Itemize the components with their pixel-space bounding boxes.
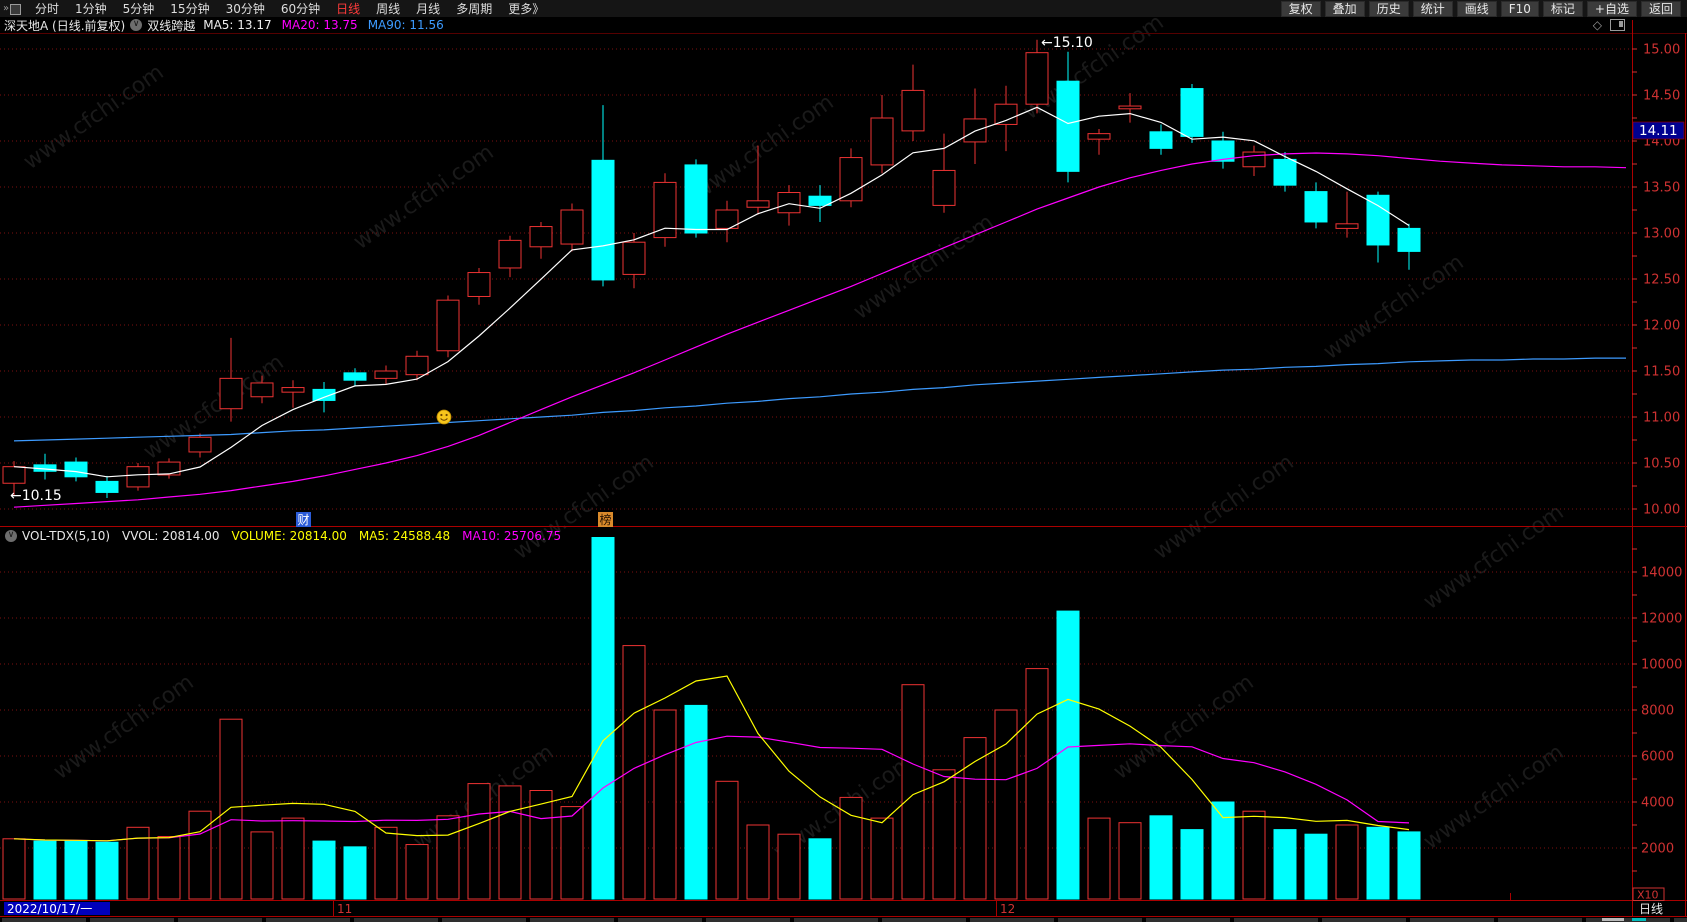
vol-ma10-value: MA10: 25706.75 <box>462 529 562 543</box>
period-menu-item-6[interactable]: 日线 <box>336 2 361 16</box>
tool-button-4[interactable]: 画线 <box>1456 0 1497 17</box>
svg-text:12.50: 12.50 <box>1643 273 1680 288</box>
badge-cai <box>296 512 311 527</box>
period-menu-item-8[interactable]: 月线 <box>416 2 441 16</box>
grid-layer <box>0 48 1632 849</box>
ma20-value: MA20: 13.75 <box>281 18 358 32</box>
svg-text:www.cfchi.com: www.cfchi.com <box>509 450 658 565</box>
toolbar-right: 复权 叠加 历史 统计 画线 F10 标记 +自选 返回 <box>1279 0 1687 17</box>
svg-text:www.cfchi.com: www.cfchi.com <box>1419 500 1568 615</box>
period-menu-item-2[interactable]: 5分钟 <box>122 2 155 16</box>
vol-indicator-name[interactable]: VOL-TDX(5,10) <box>22 529 111 543</box>
indicator-name[interactable]: 双线跨越 <box>147 18 196 33</box>
diamond-icon[interactable]: ◇ <box>1592 18 1602 32</box>
tool-button-2[interactable]: 历史 <box>1368 0 1409 17</box>
volume-bars-layer <box>2 537 1421 900</box>
vvol-value: VVOL: 20814.00 <box>122 529 220 543</box>
pane-borders <box>0 20 1687 917</box>
svg-text:www.cfchi.com: www.cfchi.com <box>1319 250 1468 365</box>
svg-text:2000: 2000 <box>1641 842 1674 857</box>
svg-text:4000: 4000 <box>1641 796 1674 811</box>
title-bar: 深天地A (日线.前复权) ∨ 双线跨越 MA5: 13.17 MA20: 13… <box>0 17 1687 33</box>
svg-text:www.cfchi.com: www.cfchi.com <box>849 210 998 325</box>
period-menu-item-4[interactable]: 30分钟 <box>225 2 265 16</box>
period-menu-item-10[interactable]: 更多》 <box>508 2 545 16</box>
svg-text:www.cfchi.com: www.cfchi.com <box>19 60 168 175</box>
period-menu-item-0[interactable]: 分时 <box>35 2 60 16</box>
stock-title[interactable]: 深天地A (日线.前复权) <box>4 18 126 33</box>
month-label: 12 <box>1000 902 1015 916</box>
chevron-down-icon[interactable]: ∨ <box>5 530 17 542</box>
tool-button-1[interactable]: 叠加 <box>1324 0 1365 17</box>
svg-text:8000: 8000 <box>1641 704 1674 719</box>
tool-button-5[interactable]: F10 <box>1500 0 1539 17</box>
volume-axis: 14000 12000 10000 8000 6000 4000 2000 <box>1632 548 1682 872</box>
svg-text:12000: 12000 <box>1641 612 1682 627</box>
panel-toggle-icon[interactable]: » <box>3 3 21 15</box>
vol-ma5-value: MA5: 24588.48 <box>358 529 451 543</box>
svg-text:www.cfchi.com: www.cfchi.com <box>1149 450 1298 565</box>
smiley-icon <box>436 409 452 425</box>
svg-text:14.50: 14.50 <box>1643 89 1680 104</box>
svg-text:10000: 10000 <box>1641 658 1682 673</box>
volume-scale-box <box>1632 887 1665 901</box>
volume-ma-layer <box>13 675 1410 842</box>
start-date-badge <box>4 902 110 915</box>
svg-text:www.cfchi.com: www.cfchi.com <box>689 90 838 205</box>
price-ma-layer <box>13 106 1627 508</box>
volume-value: VOLUME: 20814.00 <box>231 529 347 543</box>
svg-text:14000: 14000 <box>1641 566 1682 581</box>
ma90-value: MA90: 11.56 <box>367 18 444 32</box>
tool-button-3[interactable]: 统计 <box>1412 0 1453 17</box>
badge-bang <box>598 512 613 527</box>
candles-layer <box>2 39 1421 498</box>
svg-text:14.11: 14.11 <box>1639 123 1678 139</box>
svg-text:11.50: 11.50 <box>1643 365 1680 380</box>
svg-text:www.cfchi.com: www.cfchi.com <box>349 140 498 255</box>
low-price-annotation: ←10.15 <box>10 488 62 504</box>
month-label: 11 <box>337 902 352 916</box>
chevron-down-icon[interactable]: ∨ <box>130 19 143 31</box>
svg-text:X10: X10 <box>1637 889 1659 902</box>
period-menu-item-3[interactable]: 15分钟 <box>170 2 210 16</box>
tool-button-0[interactable]: 复权 <box>1280 0 1321 17</box>
svg-text:榜: 榜 <box>600 512 612 527</box>
price-axis: 15.0014.5014.0013.5013.0012.5012.0011.50… <box>1632 43 1680 518</box>
tool-button-7[interactable]: +自选 <box>1586 0 1637 17</box>
period-menu-item-5[interactable]: 60分钟 <box>280 2 321 16</box>
period-menu-item-1[interactable]: 1分钟 <box>75 2 107 16</box>
svg-text:11.00: 11.00 <box>1643 411 1680 426</box>
high-price-annotation: ←15.10 <box>1041 35 1093 51</box>
period-menu-item-7[interactable]: 周线 <box>376 2 401 16</box>
tool-button-6[interactable]: 标记 <box>1542 0 1583 17</box>
status-strip <box>2 918 1687 922</box>
svg-text:www.cfchi.com: www.cfchi.com <box>139 350 288 465</box>
svg-text:13.00: 13.00 <box>1643 227 1680 242</box>
period-toolbar: » 分时 1分钟 5分钟 15分钟 30分钟 60分钟 日线 周线 月线 多周期 更多》 复权 叠加历… <box>0 0 1687 17</box>
volume-indicator-header: ∨ VOL-TDX(5,10) VVOL: 20814.00 VOLUME: 2… <box>0 528 1620 544</box>
annotations-layer: ←15.10 ←10.15 财 榜 14.11 <box>10 35 1685 527</box>
svg-text:财: 财 <box>298 513 310 527</box>
period-label: 日线 <box>1639 902 1663 916</box>
period-menu-item-9[interactable]: 多周期 <box>456 2 493 16</box>
last-price-badge <box>1632 121 1685 140</box>
svg-text:www.cfchi.com: www.cfchi.com <box>1419 740 1568 855</box>
svg-text:2022/10/17/一: 2022/10/17/一 <box>7 902 92 916</box>
svg-text:10.50: 10.50 <box>1643 457 1680 472</box>
svg-text:12.00: 12.00 <box>1643 319 1680 334</box>
tool-button-8[interactable]: 返回 <box>1640 0 1681 17</box>
svg-text:6000: 6000 <box>1641 750 1674 765</box>
svg-text:15.00: 15.00 <box>1643 43 1680 58</box>
svg-text:www.cfchi.com: www.cfchi.com <box>49 670 198 785</box>
svg-text:10.00: 10.00 <box>1643 503 1680 518</box>
window-layout-icon[interactable] <box>1610 19 1625 31</box>
title-bar-icons: ◇ <box>1593 18 1625 32</box>
period-menu: 分时 1分钟 5分钟 15分钟 30分钟 60分钟 日线 周线 月线 多周期 更多》 <box>27 0 552 17</box>
svg-text:13.50: 13.50 <box>1643 181 1680 196</box>
ma5-value: MA5: 13.17 <box>203 18 272 32</box>
